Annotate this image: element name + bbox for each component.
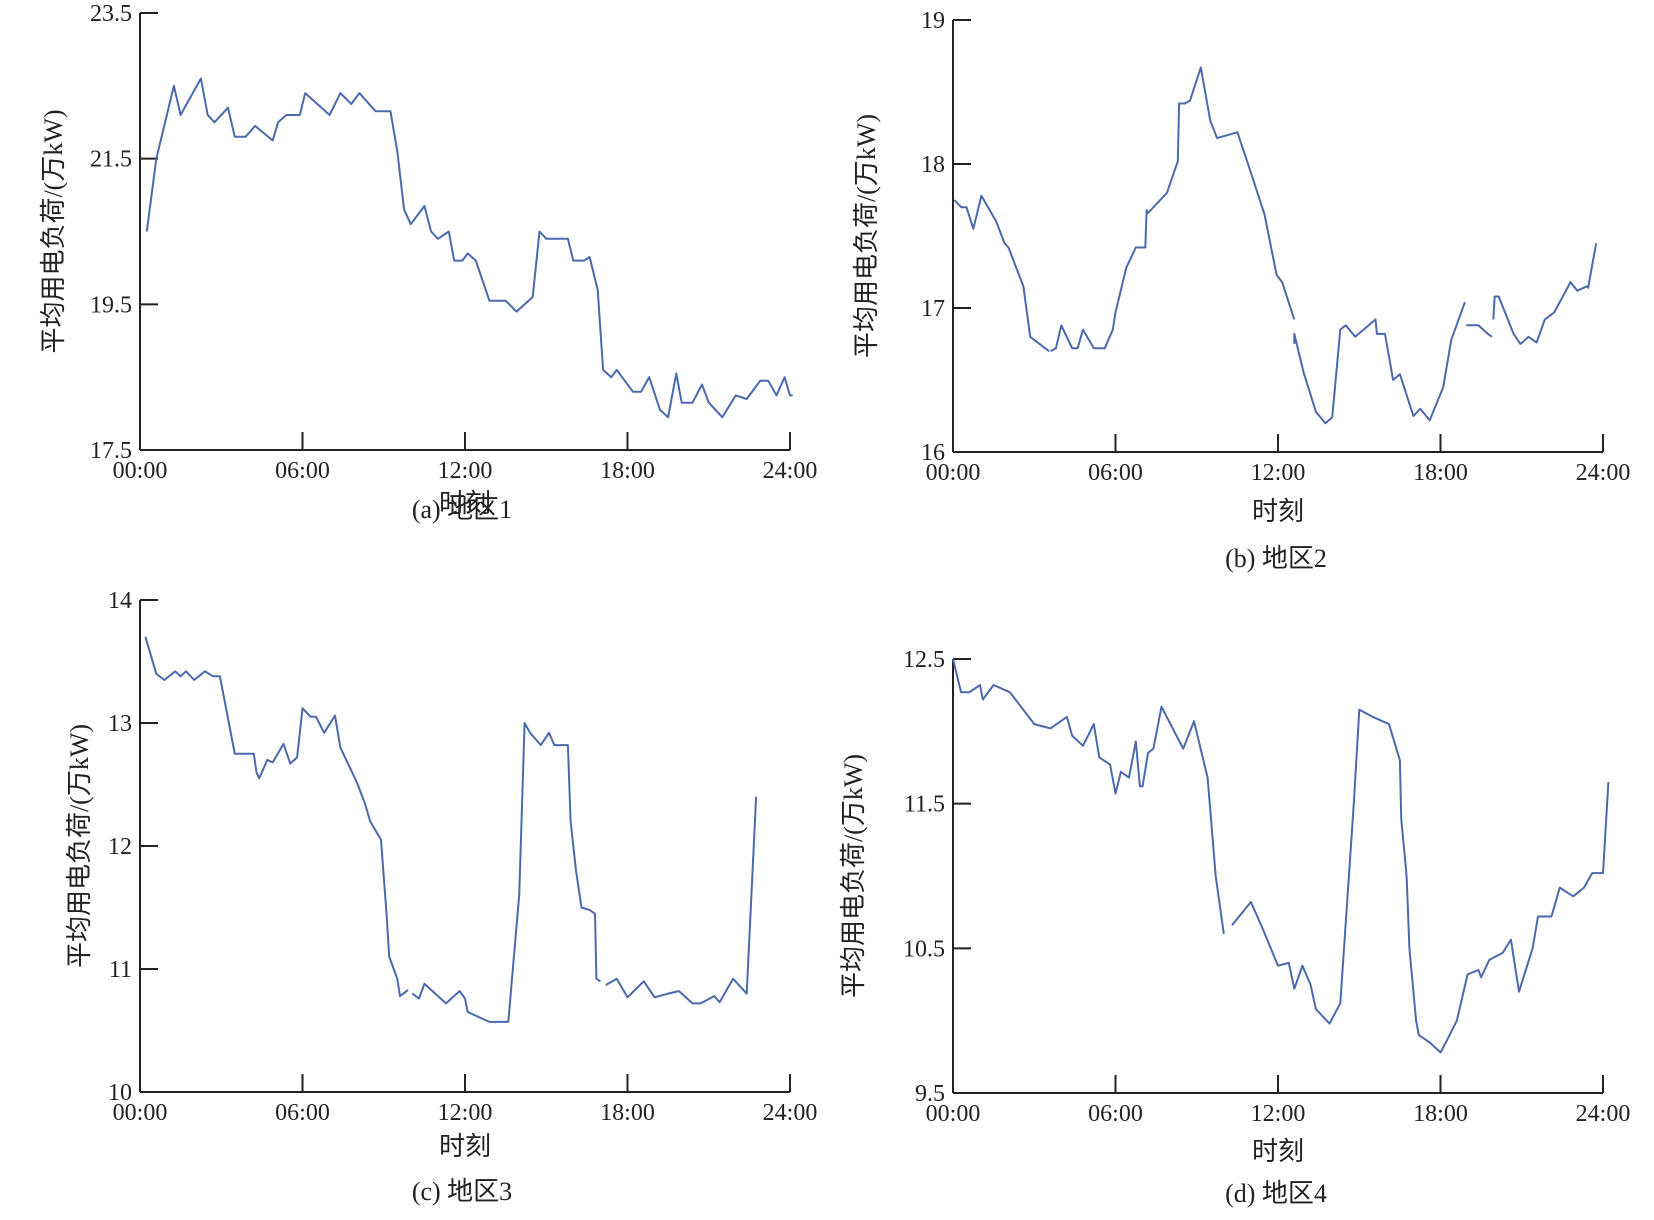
panel-b-y-axis-title: 平均用电负荷/(万kW): [852, 114, 881, 358]
panel-c-y-tick-label: 14: [108, 588, 132, 614]
panel-c-y-tick-label: 12: [108, 834, 132, 860]
panel-d-y-tick-label: 11.5: [904, 792, 945, 818]
panel-b-load-line-segment-3: [1293, 301, 1466, 425]
panel-a-y-axis-title: 平均用电负荷/(万kW): [39, 109, 68, 353]
panel-d-y-axis-title: 平均用电负荷/(万kW): [839, 754, 868, 998]
panel-a-y-tick-label: 23.5: [90, 1, 132, 27]
panel-a-x-tick-label: 12:00: [438, 458, 493, 484]
panel-b-x-tick-label: 18:00: [1413, 460, 1468, 486]
panel-d-x-tick-label: 00:00: [926, 1101, 981, 1127]
panel-c-load-line-segment-2: [411, 722, 601, 1023]
panel-b-y-tick-label: 17: [921, 296, 945, 322]
panel-b-y-tick-label: 18: [921, 152, 945, 178]
panel-d-load-line-segment-2: [1231, 708, 1610, 1054]
panel-c-x-tick-label: 24:00: [763, 1100, 818, 1126]
panel-b-x-tick-label: 24:00: [1576, 460, 1631, 486]
panel-a-x-tick-label: 06:00: [275, 458, 330, 484]
panel-d-x-tick-label: 06:00: [1088, 1101, 1143, 1127]
panel-a-y-tick-label: 21.5: [90, 147, 132, 173]
panel-a-x-tick-label: 18:00: [600, 458, 655, 484]
panel-b-caption: (b) 地区2: [1225, 544, 1327, 573]
panel-d-y-tick-label: 12.5: [903, 647, 945, 673]
panel-b-y-tick-label: 16: [921, 440, 945, 466]
panel-b-y-tick-label: 19: [921, 8, 945, 34]
panel-a-y-tick-label: 17.5: [90, 438, 132, 464]
panel-d-load-line-segment-1: [952, 658, 1225, 935]
panel-d-y-tick-label: 10.5: [903, 936, 945, 962]
panel-c-x-tick-label: 00:00: [113, 1100, 168, 1126]
panel-d-caption: (d) 地区4: [1225, 1179, 1327, 1208]
panel-d-x-axis-title: 时刻: [1252, 1137, 1304, 1166]
panel-a-caption: (a) 地区1: [412, 495, 512, 524]
panel-b-x-tick-label: 06:00: [1088, 460, 1143, 486]
panel-a-x-tick-label: 24:00: [763, 458, 818, 484]
panel-c-x-tick-label: 12:00: [438, 1100, 493, 1126]
panel-c-x-tick-label: 06:00: [275, 1100, 330, 1126]
panel-c-y-tick-label: 10: [108, 1080, 132, 1106]
panel-c: 10 11 12 13 14 00:00 06:00 12:00 18:00 24:00 时刻 平均用…: [65, 588, 817, 1206]
panel-a-y-tick-label: 19.5: [90, 292, 132, 318]
panel-a-x-tick-label: 00:00: [113, 458, 168, 484]
panel-b-load-line-segment-5: [1492, 243, 1598, 345]
panel-d-y-tick-label: 9.5: [915, 1081, 945, 1107]
panel-c-y-tick-label: 13: [108, 711, 132, 737]
panel-b: 16 17 18 19 00:00 06:00 12:00 18:00 24:00 时刻 平均用电负…: [852, 8, 1630, 573]
panel-a-x-axis-title: 时刻: [439, 489, 491, 518]
panel-b-load-line-segment-2: [1050, 66, 1296, 353]
panel-c-load-line-segment-3: [605, 796, 758, 1005]
panel-c-caption: (c) 地区3: [412, 1177, 512, 1206]
panel-b-load-line-segment-1: [953, 194, 1050, 352]
panel-a: 17.5 19.5 21.5 23.5 00:00 06:00 12:00 18:00 24:0…: [39, 1, 817, 524]
panel-b-x-tick-label: 12:00: [1251, 460, 1306, 486]
panel-c-load-line-segment-1: [144, 636, 409, 998]
panel-d-x-tick-label: 24:00: [1576, 1101, 1631, 1127]
panel-d-x-tick-label: 12:00: [1251, 1101, 1306, 1127]
panel-b-x-axis-title: 时刻: [1252, 497, 1304, 526]
panel-b-x-tick-label: 00:00: [926, 460, 981, 486]
panel-d-x-tick-label: 18:00: [1413, 1101, 1468, 1127]
panel-c-x-axis-title: 时刻: [439, 1132, 491, 1161]
panel-d: 9.5 10.5 11.5 12.5 00:00 06:00 12:00 18:00 24:00…: [839, 647, 1630, 1208]
panel-b-load-line-segment-4: [1466, 324, 1493, 338]
panel-c-y-tick-label: 11: [109, 957, 132, 983]
panel-c-x-tick-label: 18:00: [600, 1100, 655, 1126]
panel-c-y-axis-title: 平均用电负荷/(万kW): [65, 724, 94, 968]
panel-a-load-line-segment-1: [145, 77, 793, 419]
